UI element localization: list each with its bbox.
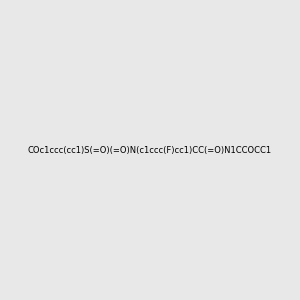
Text: COc1ccc(cc1)S(=O)(=O)N(c1ccc(F)cc1)CC(=O)N1CCOCC1: COc1ccc(cc1)S(=O)(=O)N(c1ccc(F)cc1)CC(=O… (28, 146, 272, 154)
